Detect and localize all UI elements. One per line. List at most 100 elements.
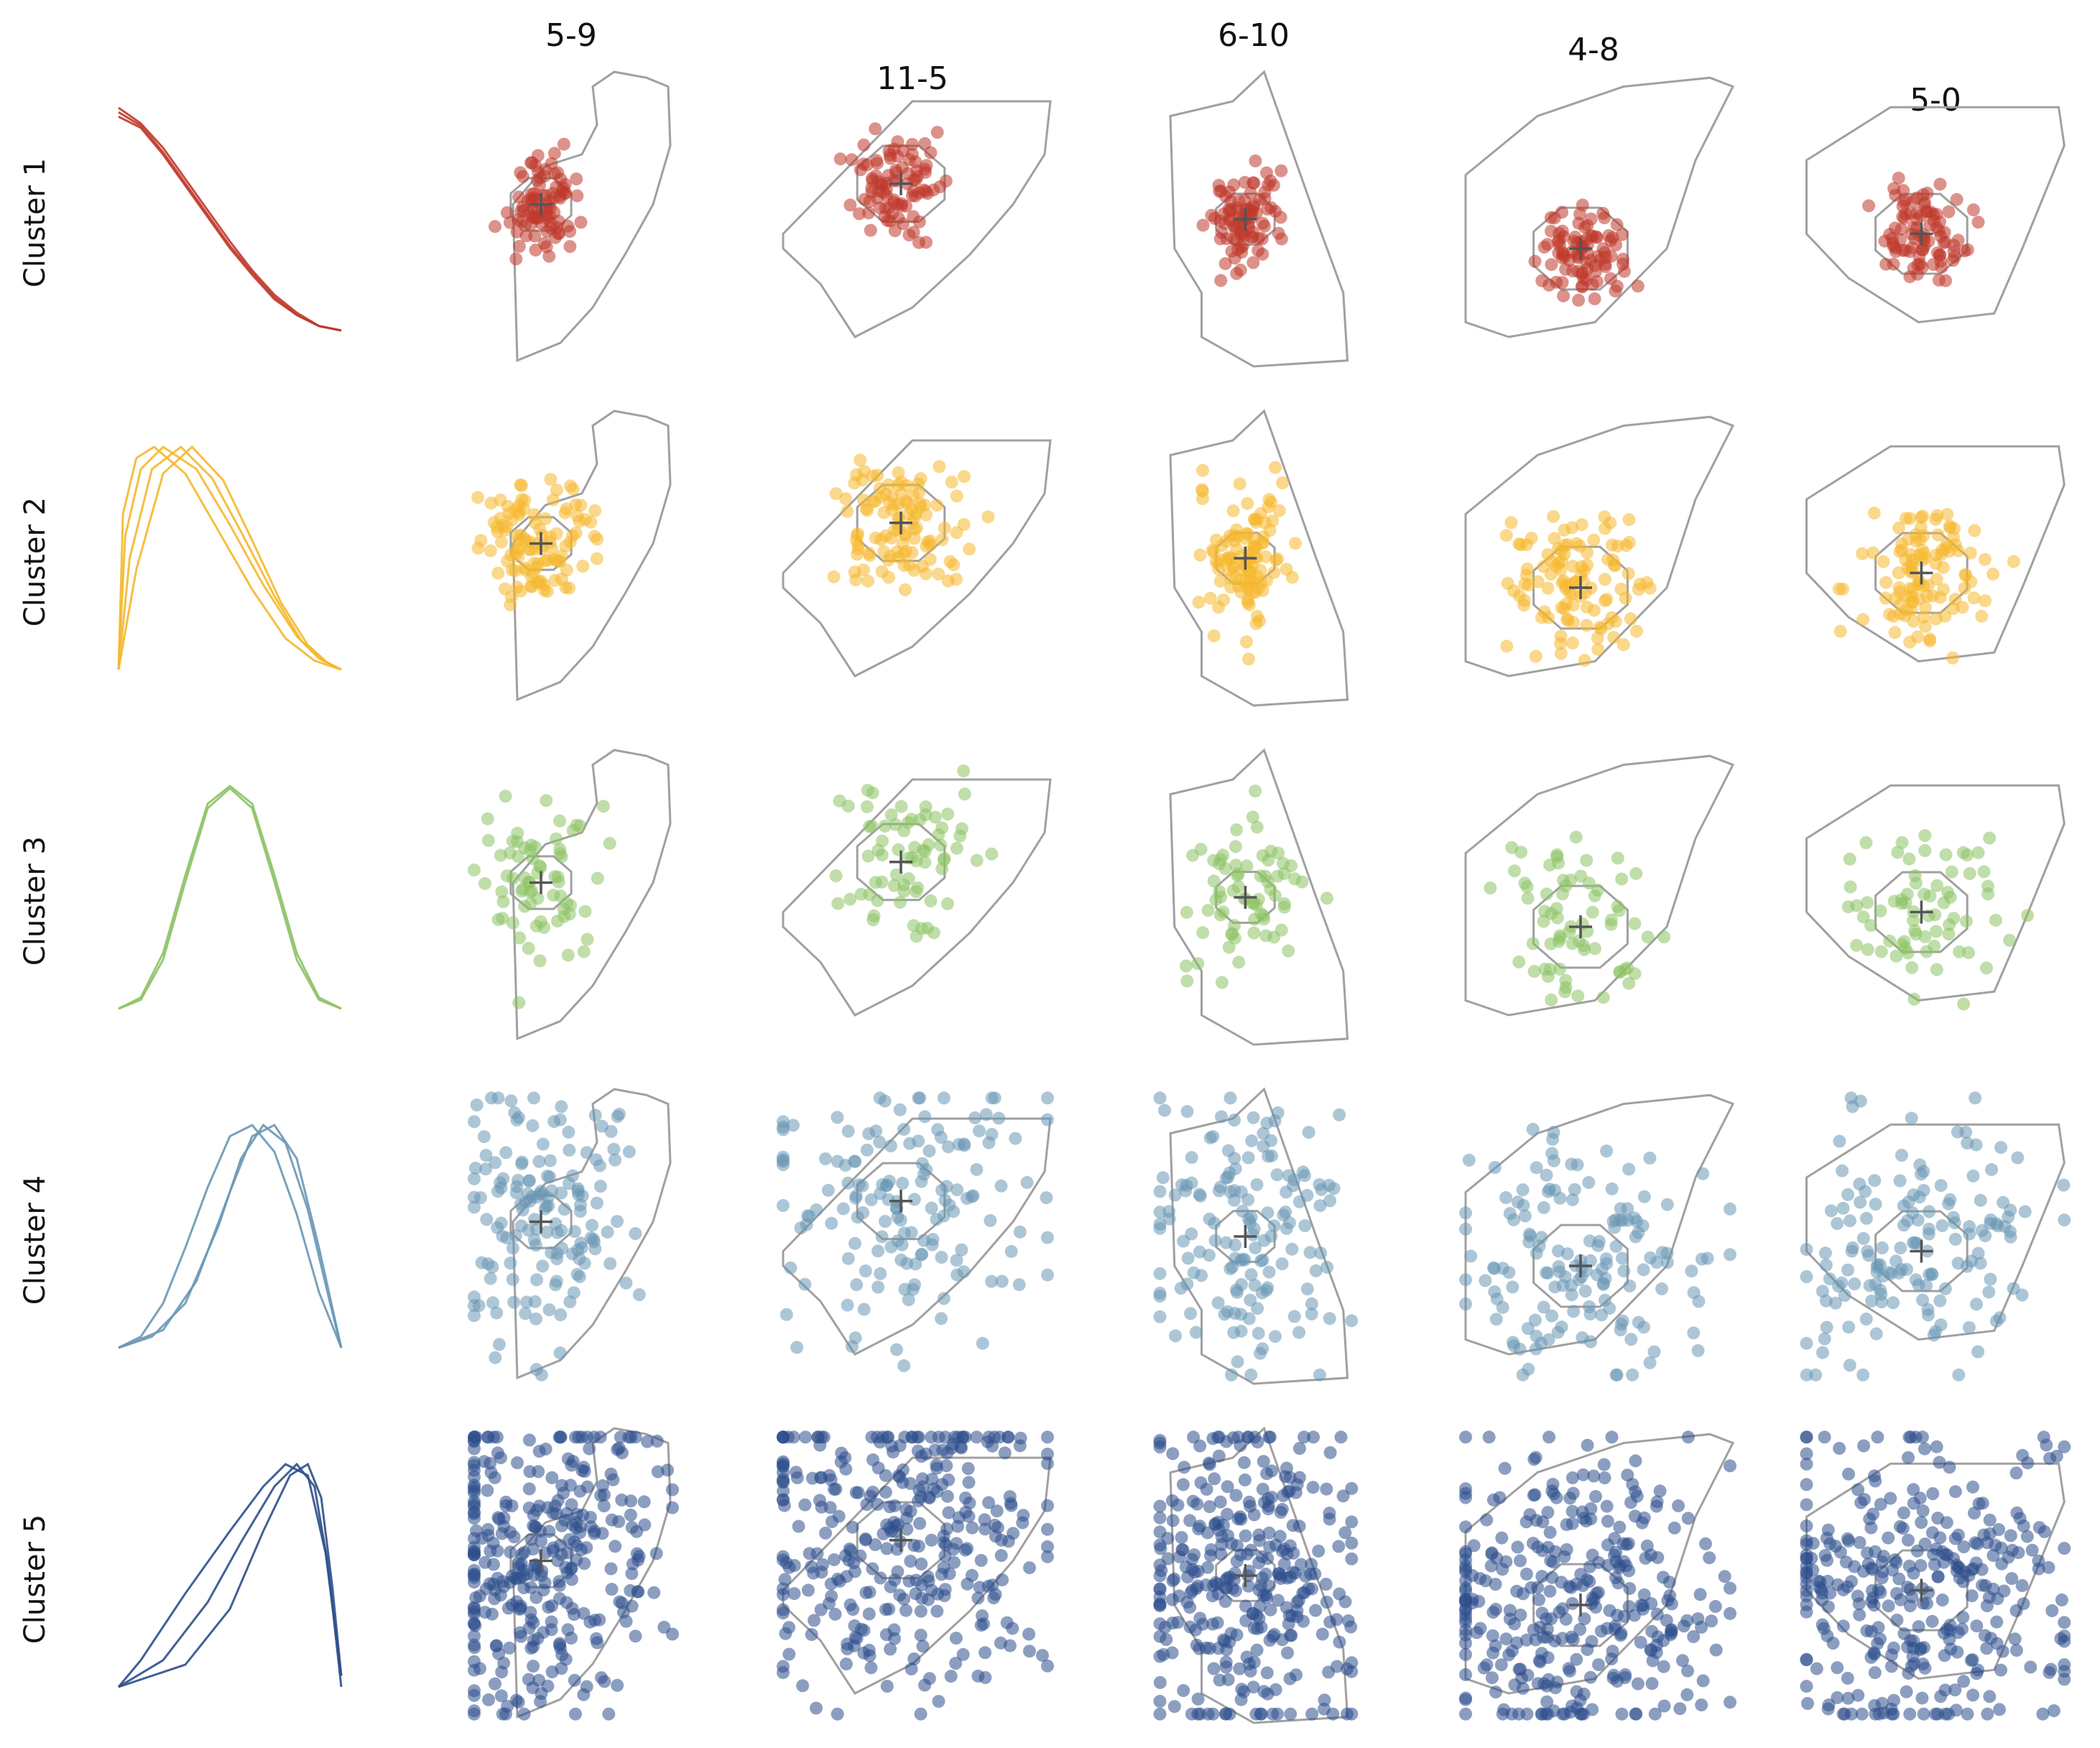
spot-point <box>593 1159 606 1173</box>
spot-point <box>851 527 864 540</box>
spot-point <box>1877 555 1890 568</box>
spot-point <box>552 554 565 568</box>
spot-point <box>859 502 873 516</box>
spot-point <box>1869 1545 1882 1558</box>
spot-point <box>948 1555 961 1569</box>
spot-point <box>925 1583 938 1597</box>
spot-point <box>1531 1677 1545 1691</box>
spot-point <box>1203 1500 1216 1514</box>
spot-point <box>902 1293 915 1307</box>
spot-point <box>1599 1293 1611 1307</box>
spot-point <box>1545 1147 1559 1160</box>
spot-point <box>935 1251 948 1264</box>
cell-outline <box>782 1456 1052 1695</box>
spot-point <box>920 508 933 522</box>
spot-point <box>973 1124 986 1138</box>
profile-curve <box>117 1463 343 1688</box>
spot-point <box>1184 1307 1198 1321</box>
spot-point <box>1637 1190 1651 1203</box>
spot-point <box>866 1562 879 1576</box>
spot-point <box>650 1434 664 1448</box>
spot-point <box>1615 872 1629 886</box>
spot-point <box>1923 889 1937 902</box>
spot-point <box>1320 1260 1334 1274</box>
spot-point <box>1240 1548 1254 1560</box>
spot-point <box>861 800 874 813</box>
spot-point <box>1513 589 1526 603</box>
spot-point <box>494 848 507 862</box>
spot-point <box>605 1583 619 1596</box>
spot-point <box>1938 1683 1952 1697</box>
spot-point <box>924 146 938 159</box>
profile-curve <box>118 1123 343 1349</box>
spot-point <box>511 1456 524 1469</box>
profile-curve <box>118 785 342 1010</box>
spot-point <box>506 1272 519 1286</box>
spot-point <box>1153 1629 1167 1643</box>
spot-point <box>1945 865 1958 879</box>
spot-point <box>527 508 541 522</box>
spot-point <box>568 1673 581 1687</box>
spot-point <box>1246 810 1259 824</box>
spot-point <box>1193 1188 1206 1201</box>
spot-point <box>1211 1515 1225 1529</box>
spot-point <box>1877 1706 1891 1720</box>
spot-point <box>1809 1368 1823 1382</box>
spot-point <box>2058 1542 2071 1555</box>
spot-point <box>1565 1471 1579 1484</box>
spot-point <box>1910 535 1923 548</box>
spot-point <box>1520 1567 1533 1581</box>
spot-point <box>1705 1614 1719 1628</box>
cell-outline <box>1805 1123 2066 1341</box>
spot-point <box>1895 938 1909 951</box>
spot-point <box>1897 1506 1910 1520</box>
spot-point <box>524 1606 537 1619</box>
spot-point <box>666 1501 679 1515</box>
spot-point <box>1215 1110 1228 1124</box>
spot-point <box>1957 997 1971 1011</box>
cell-panel <box>1805 445 2066 665</box>
center-marker <box>889 1189 912 1213</box>
spot-point <box>1854 1196 1867 1209</box>
spot-point <box>892 843 905 856</box>
spot-point <box>1564 1706 1577 1719</box>
spot-point <box>1925 1614 1939 1628</box>
spot-point <box>2020 1530 2034 1543</box>
spot-point <box>1616 1537 1630 1550</box>
spot-point <box>1681 1430 1695 1444</box>
spot-point <box>1660 1256 1674 1269</box>
spot-point <box>1859 1313 1873 1326</box>
spot-point <box>1264 1134 1278 1147</box>
spot-point <box>529 1363 543 1377</box>
spot-point <box>1292 1195 1306 1208</box>
spot-point <box>1971 216 1985 229</box>
spot-point <box>1486 1629 1499 1642</box>
spot-point <box>530 174 544 188</box>
spot-point <box>1875 1696 1889 1710</box>
spot-point <box>555 850 568 864</box>
spot-point <box>976 1336 989 1350</box>
spot-point <box>914 1629 928 1642</box>
spot-point <box>790 1341 804 1354</box>
spot-point <box>1930 1440 1943 1453</box>
spot-point <box>520 1295 533 1309</box>
spot-point <box>1966 1169 1980 1183</box>
spot-point <box>2009 1604 2023 1617</box>
column-title: 5-0 <box>1910 82 1961 119</box>
spot-point <box>1040 1191 1053 1205</box>
spot-point <box>1206 1589 1219 1603</box>
spot-point <box>1218 1595 1232 1608</box>
spot-point <box>507 1295 521 1309</box>
spot-point <box>1591 884 1604 897</box>
spot-point <box>1578 943 1591 956</box>
spot-point <box>1516 1183 1530 1197</box>
spot-point <box>468 1641 481 1655</box>
spot-point <box>866 1485 879 1499</box>
spot-point <box>947 1205 961 1218</box>
spot-point <box>862 1127 876 1140</box>
spot-point <box>2002 1210 2015 1224</box>
spot-point <box>1169 1329 1183 1343</box>
spot-point <box>796 1679 810 1693</box>
nucleus-outline <box>1874 193 1969 275</box>
spot-point <box>869 876 882 889</box>
